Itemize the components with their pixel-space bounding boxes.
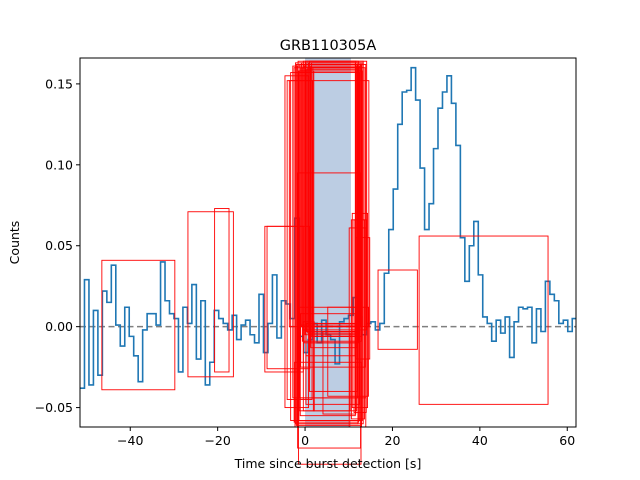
- tick-layer: −40 −20 0 20 40 60 −0.05 0.00 0.05 0.10 0.15: [35, 76, 576, 448]
- highlight-box: [310, 65, 358, 349]
- y-tick-label: 0.05: [45, 238, 73, 253]
- highlight-box: [312, 67, 360, 337]
- highlight-box: [418, 235, 549, 405]
- y-tick-label: 0.15: [45, 76, 73, 91]
- highlight-box: [353, 219, 367, 413]
- highlight-box: [355, 237, 371, 360]
- y-tick-label: 0.00: [45, 319, 73, 334]
- y-tick-label: 0.10: [45, 157, 73, 172]
- highlight-box: [305, 322, 360, 405]
- highlight-box: [101, 259, 176, 391]
- x-tick-label: 0: [301, 433, 309, 448]
- x-tick-label: 60: [559, 433, 575, 448]
- highlight-box: [187, 211, 234, 378]
- highlight-box: [351, 212, 369, 409]
- highlight-box: [312, 332, 351, 412]
- x-tick-label: 20: [385, 433, 401, 448]
- y-tick-label: −0.05: [35, 400, 73, 415]
- chart-title: GRB110305A: [280, 38, 377, 54]
- x-tick-label: 40: [472, 433, 488, 448]
- x-axis-label: Time since burst detection [s]: [234, 456, 422, 471]
- highlight-box: [322, 331, 357, 415]
- axes-frame: [79, 57, 577, 428]
- highlight-box: [377, 269, 418, 350]
- highlight-box: [297, 172, 362, 449]
- x-tick-label: −40: [117, 433, 143, 448]
- highlight-box-layer: [101, 60, 549, 465]
- lightcurve-series: [80, 66, 576, 389]
- highlight-box: [214, 208, 230, 373]
- highlight-box: [327, 306, 369, 397]
- x-tick-label: −20: [204, 433, 230, 448]
- highlight-box: [302, 321, 315, 412]
- y-axis-label: Counts: [7, 221, 22, 265]
